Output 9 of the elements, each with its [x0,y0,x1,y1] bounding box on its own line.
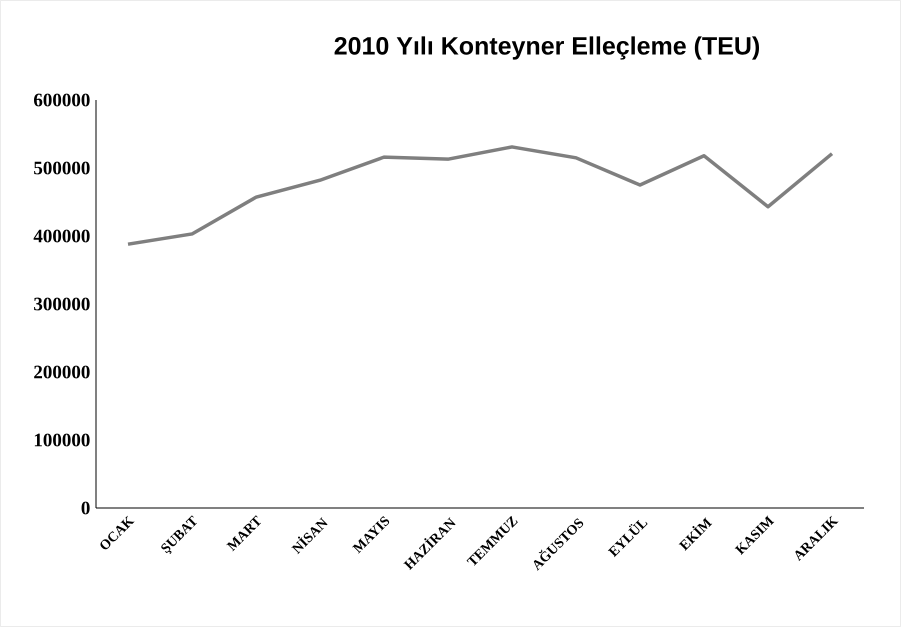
y-tick-label: 400000 [34,230,90,242]
y-tick-label: 600000 [34,94,90,106]
y-tick-label: 0 [82,502,90,514]
y-tick-label: 200000 [34,366,90,378]
chart-title: 2010 Yılı Konteyner Elleçleme (TEU) [334,36,760,60]
line-series [126,145,834,246]
y-tick-label: 300000 [34,298,90,310]
y-tick-label: 500000 [34,162,90,174]
y-tick-label: 100000 [34,434,90,446]
